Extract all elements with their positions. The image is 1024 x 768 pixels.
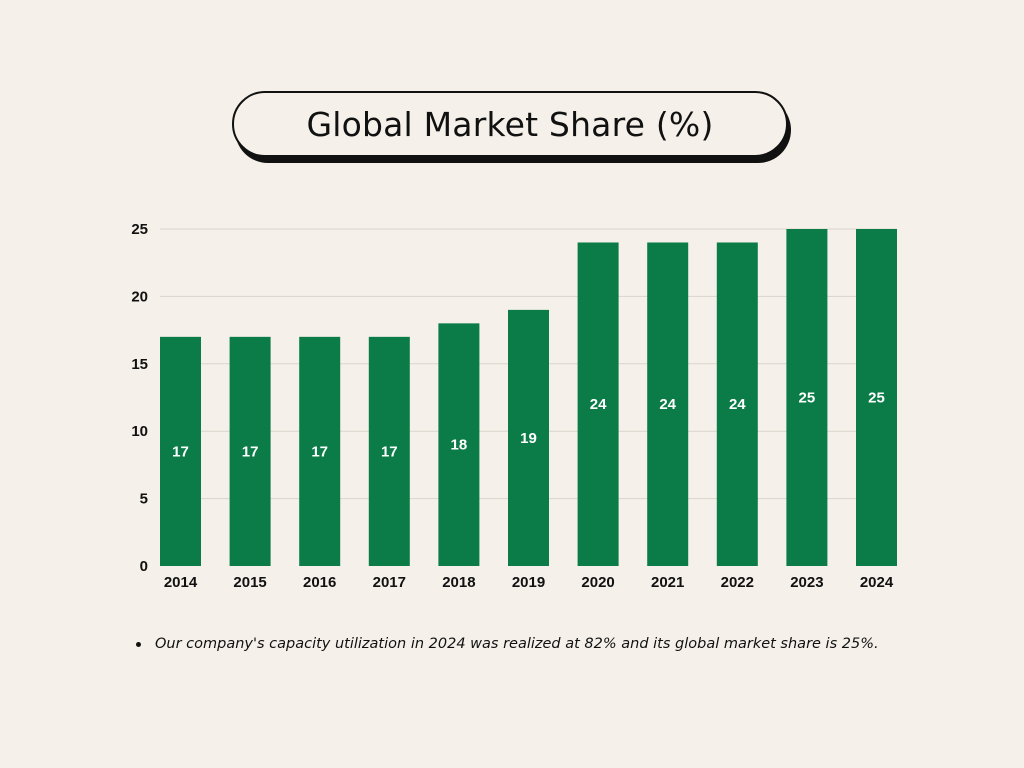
bar (577, 242, 619, 567)
bar (856, 229, 897, 566)
bar (229, 336, 271, 566)
x-tick-label: 2017 (373, 574, 406, 591)
bar (368, 336, 410, 566)
y-tick-label: 5 (140, 491, 148, 508)
footnote: Our company's capacity utilization in 20… (136, 636, 879, 652)
bar (786, 229, 828, 566)
bar (508, 309, 549, 566)
bar-value-label: 17 (242, 443, 259, 460)
chart-title: Global Market Share (%) (306, 104, 714, 144)
bar-value-label: 17 (172, 443, 189, 460)
bar (438, 323, 480, 566)
x-tick-label: 2024 (860, 574, 894, 591)
bar (716, 242, 758, 567)
x-tick-label: 2015 (233, 574, 266, 591)
x-tick-label: 2021 (651, 574, 684, 591)
bar-value-label: 25 (868, 390, 885, 407)
bar-value-label: 18 (451, 437, 468, 454)
bar-value-label: 24 (590, 396, 607, 413)
x-tick-label: 2016 (303, 574, 336, 591)
bar-value-label: 19 (520, 430, 537, 447)
x-tick-label: 2019 (512, 574, 545, 591)
y-tick-label: 0 (140, 558, 148, 575)
y-tick-label: 25 (131, 221, 148, 238)
x-tick-label: 2014 (164, 574, 198, 591)
y-tick-label: 20 (131, 288, 148, 305)
bar-value-label: 24 (659, 396, 676, 413)
bar-value-label: 17 (381, 443, 398, 460)
bar (160, 336, 201, 566)
bar-value-label: 25 (799, 390, 816, 407)
bar (647, 242, 689, 567)
x-tick-label: 2022 (721, 574, 754, 591)
bar (299, 336, 341, 566)
bar-value-label: 17 (311, 443, 328, 460)
chart-title-pill: Global Market Share (%) (232, 91, 788, 157)
y-tick-label: 10 (131, 423, 148, 440)
bar-value-label: 24 (729, 396, 746, 413)
x-tick-label: 2018 (442, 574, 475, 591)
y-tick-label: 15 (131, 356, 148, 373)
x-tick-label: 2023 (790, 574, 823, 591)
x-tick-label: 2020 (581, 574, 614, 591)
footnote-text: Our company's capacity utilization in 20… (155, 636, 879, 652)
bullet-icon (136, 641, 141, 647)
